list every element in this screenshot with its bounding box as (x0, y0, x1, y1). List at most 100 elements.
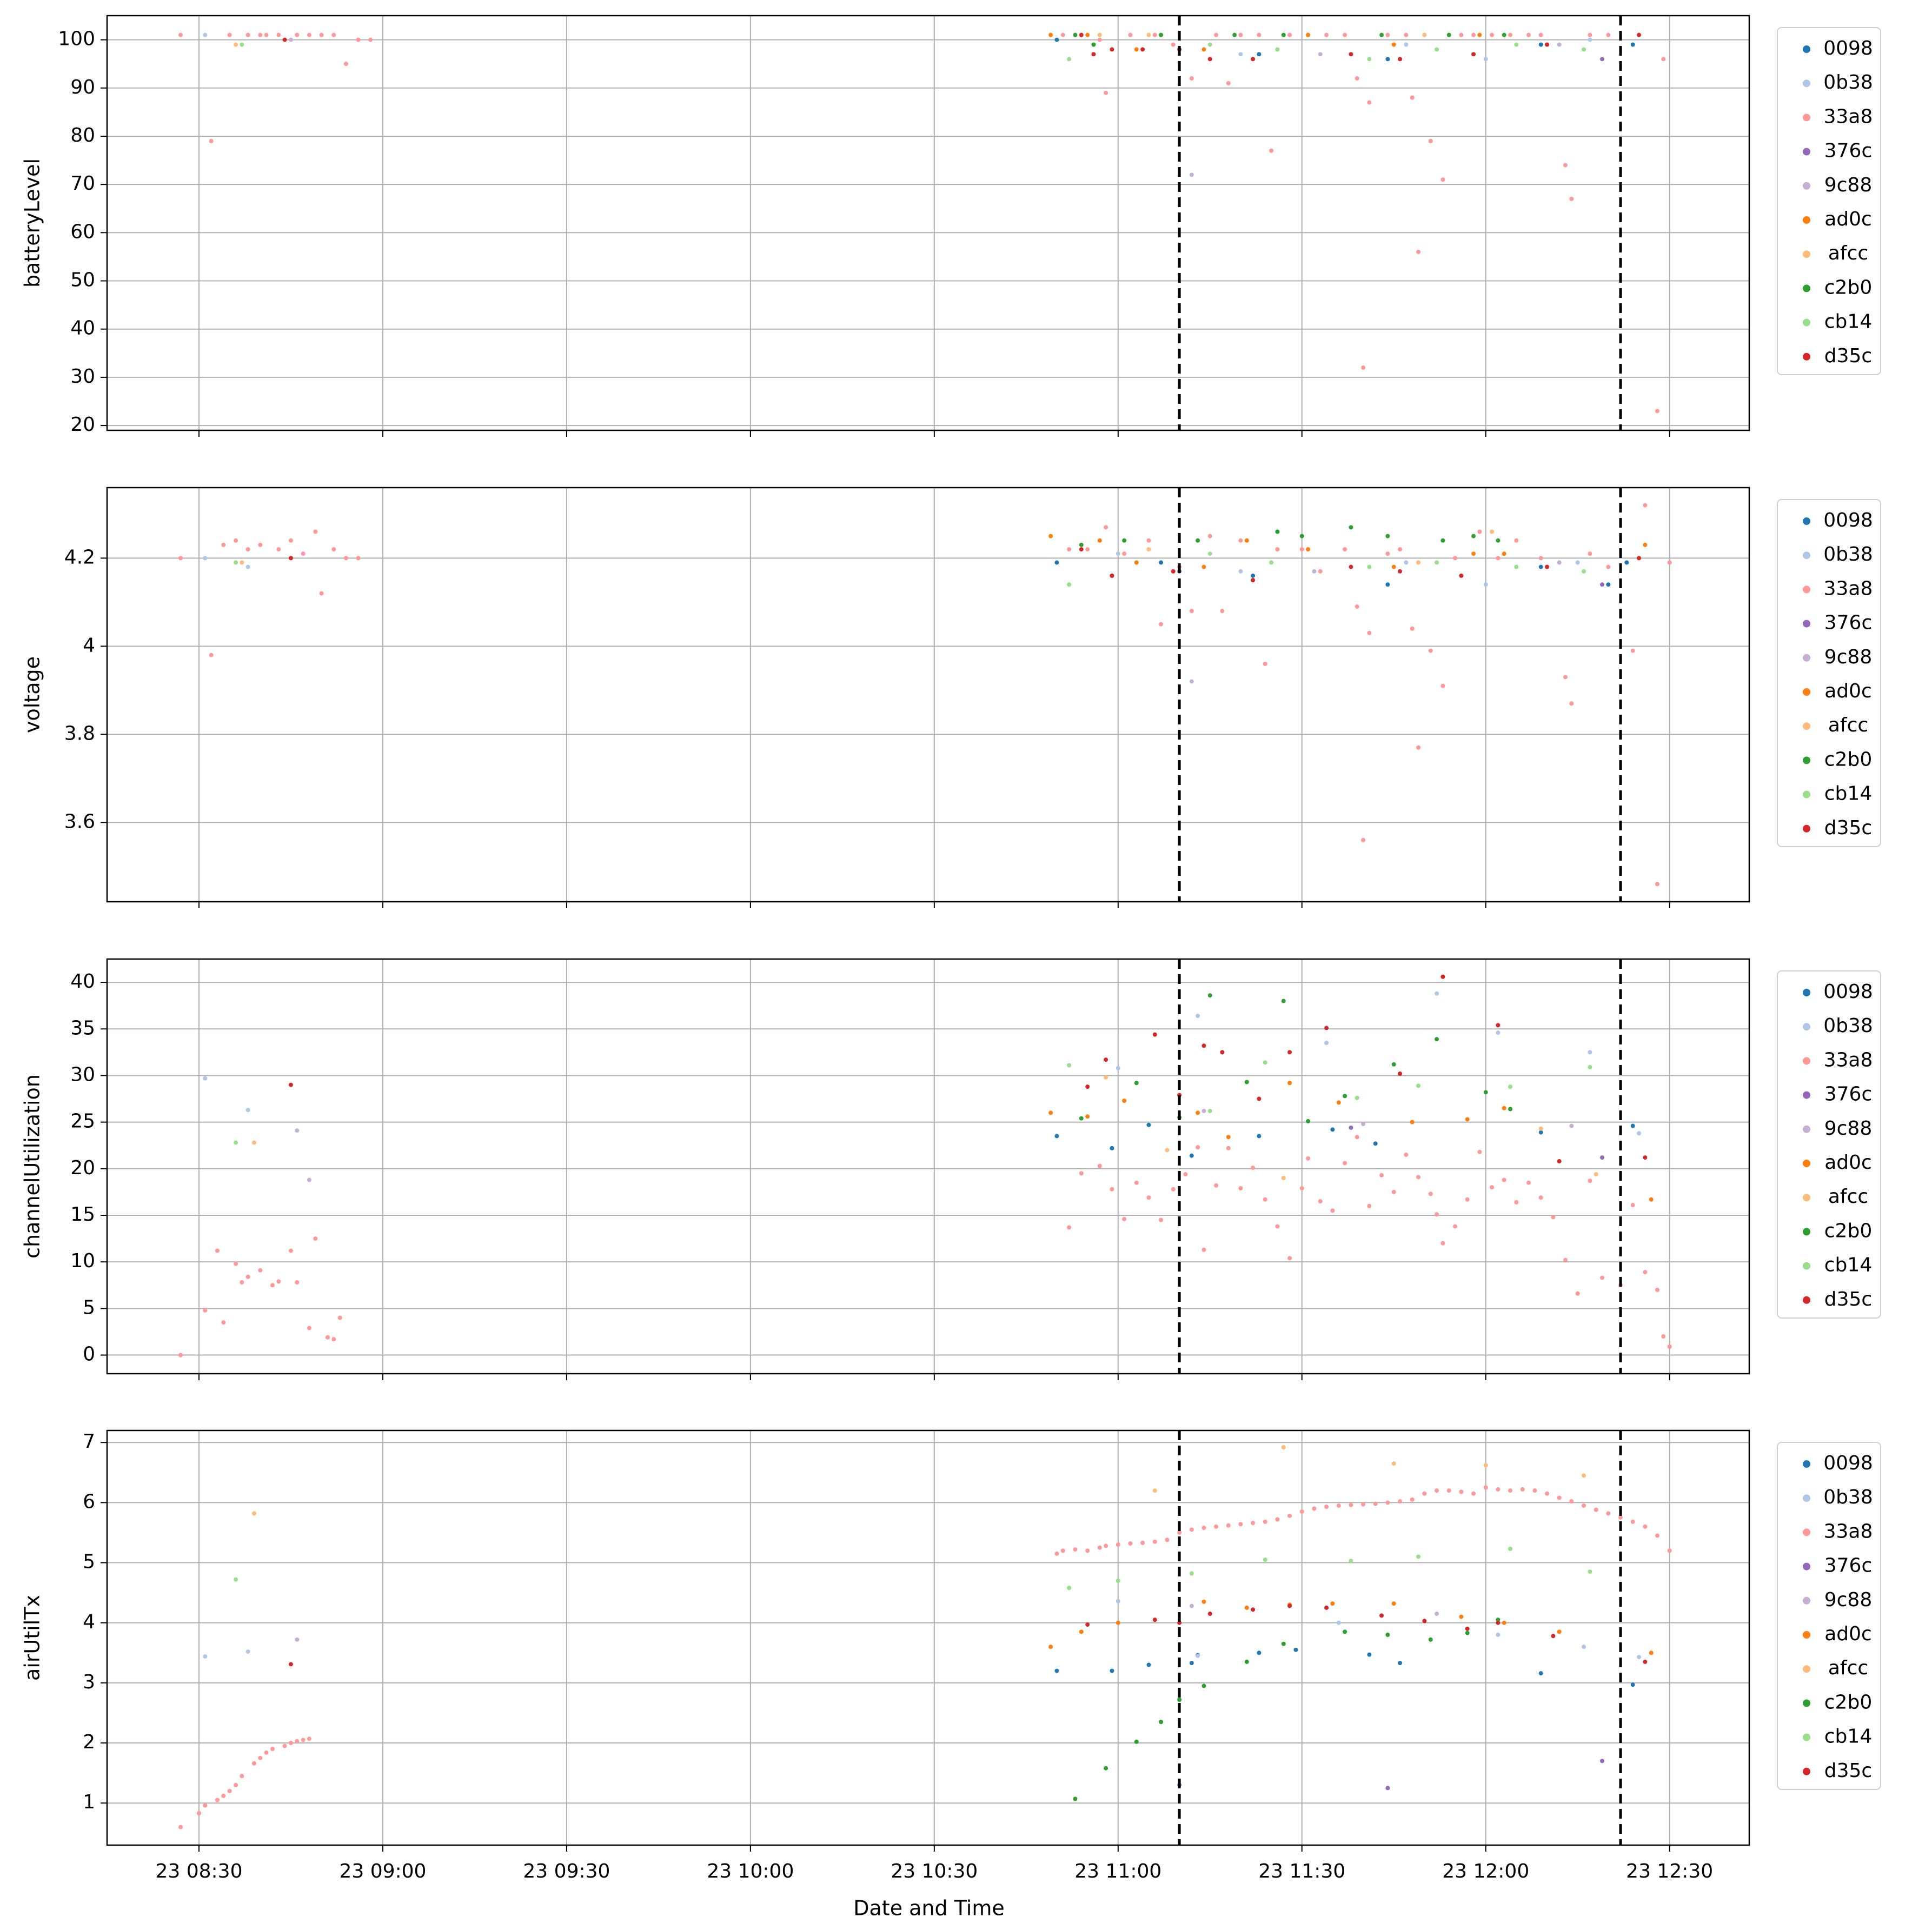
data-point (1502, 1620, 1506, 1625)
data-point (1483, 57, 1488, 62)
y-tick-label: 15 (70, 1203, 95, 1226)
data-point (301, 551, 306, 556)
legend-marker (1803, 148, 1810, 156)
data-point (1508, 1107, 1513, 1112)
data-point (1349, 1559, 1353, 1563)
data-point (1477, 1149, 1482, 1154)
data-point (1563, 1257, 1568, 1262)
data-point (331, 1337, 336, 1342)
x-tick-label: 23 12:30 (1626, 1860, 1713, 1882)
data-point (1483, 1090, 1488, 1095)
data-point (1263, 661, 1267, 666)
data-point (1440, 177, 1445, 182)
legend-label: c2b0 (1824, 1220, 1872, 1242)
data-point (1459, 1489, 1464, 1494)
data-point (1214, 32, 1219, 37)
data-point (1367, 1203, 1372, 1208)
data-point (1299, 1186, 1304, 1191)
series-ad0c (1048, 32, 1482, 52)
data-point (1508, 1488, 1513, 1493)
data-point (1097, 1163, 1102, 1168)
data-point (1416, 250, 1421, 255)
data-point (1116, 1066, 1120, 1070)
data-point (1655, 1287, 1660, 1292)
data-point (1637, 1655, 1642, 1660)
data-point (1079, 547, 1084, 552)
data-point (1440, 538, 1445, 543)
data-point (1416, 745, 1421, 750)
data-point (1435, 47, 1439, 52)
data-point (1171, 42, 1176, 47)
data-point (227, 32, 232, 37)
data-point (203, 32, 208, 37)
data-point (1398, 1499, 1403, 1504)
data-point (1299, 1509, 1304, 1514)
y-tick-label: 2 (83, 1731, 95, 1753)
data-point (1146, 538, 1151, 543)
data-point (1453, 556, 1458, 561)
data-point (1152, 1488, 1157, 1493)
data-point (1526, 1180, 1531, 1185)
data-point (1545, 1491, 1550, 1496)
data-point (1073, 1547, 1078, 1552)
data-point (1122, 551, 1127, 556)
data-point (1134, 47, 1139, 52)
data-point (1110, 47, 1114, 52)
series-afcc (240, 529, 1495, 565)
data-point (1067, 57, 1072, 62)
legend-label: cb14 (1824, 783, 1872, 805)
data-point (307, 1177, 311, 1182)
data-point (1569, 196, 1574, 201)
data-point (1244, 538, 1249, 543)
data-point (1343, 547, 1347, 552)
data-point (1600, 57, 1605, 62)
legend-marker (1803, 688, 1810, 696)
data-point (1116, 1599, 1120, 1603)
legend-label: cb14 (1824, 1726, 1872, 1748)
data-point (1152, 32, 1157, 37)
data-point (1496, 1618, 1501, 1622)
data-point (1287, 1603, 1292, 1608)
series-33a8 (178, 503, 1672, 887)
data-point (1520, 1487, 1525, 1492)
data-point (1630, 1519, 1635, 1524)
data-point (1244, 1659, 1249, 1664)
data-point (1453, 1224, 1458, 1229)
data-point (295, 32, 300, 37)
data-point (1410, 1497, 1415, 1502)
data-point (1538, 564, 1543, 569)
data-point (295, 1637, 300, 1642)
data-point (1428, 1637, 1433, 1642)
data-point (215, 1248, 220, 1253)
data-point (245, 1274, 250, 1279)
data-point (276, 547, 281, 552)
series-cb14 (233, 1060, 1592, 1145)
data-point (209, 653, 214, 657)
legend-label: ad0c (1824, 680, 1872, 702)
data-point (1496, 556, 1501, 561)
data-point (1067, 1225, 1072, 1230)
data-point (356, 556, 361, 561)
data-point (1220, 1050, 1225, 1055)
data-point (1440, 683, 1445, 688)
data-point (1263, 1519, 1267, 1524)
data-point (1196, 1014, 1200, 1019)
legend-label: d35c (1824, 1760, 1872, 1782)
legend-label: 0098 (1823, 37, 1873, 59)
y-tick-label: 3.8 (64, 722, 95, 744)
series-0098 (1054, 37, 1635, 62)
data-point (1355, 1135, 1359, 1140)
data-point (1594, 1172, 1598, 1177)
legend-label: 0098 (1823, 1452, 1873, 1474)
axes-frame (106, 1429, 1750, 1846)
data-point (1496, 1487, 1501, 1492)
series-376c (1349, 1125, 1605, 1160)
data-point (1073, 32, 1078, 37)
data-point (1097, 32, 1102, 37)
data-point (1410, 1120, 1415, 1124)
data-point (1110, 1187, 1114, 1192)
data-point (1214, 1524, 1219, 1529)
data-point (1116, 1620, 1120, 1625)
data-point (1110, 1146, 1114, 1150)
data-point (1496, 1632, 1501, 1637)
